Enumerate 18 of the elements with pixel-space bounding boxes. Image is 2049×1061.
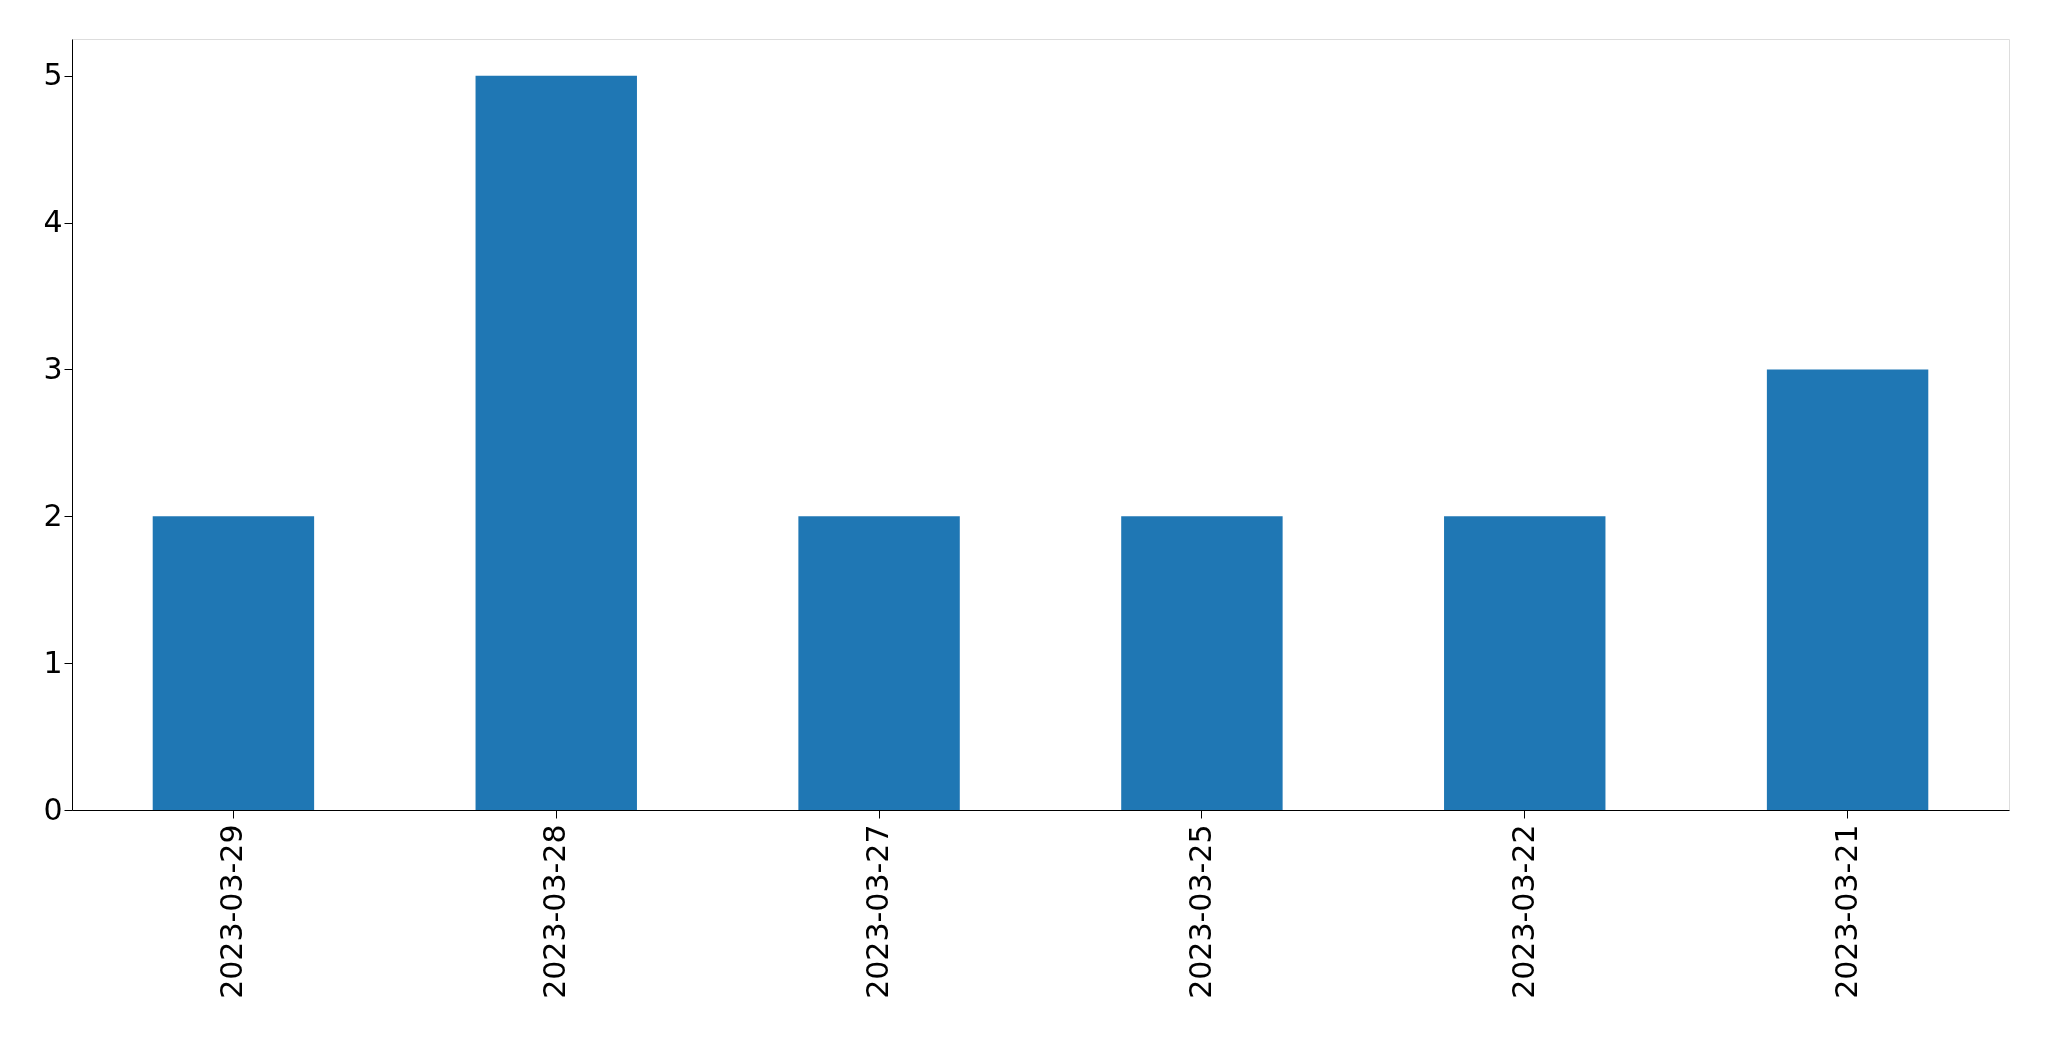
- y-tick-label: 4: [43, 204, 63, 240]
- bar: [1766, 369, 1929, 810]
- x-tick-label: 2023-03-29: [214, 824, 250, 999]
- y-tick-label: 3: [43, 350, 63, 386]
- y-tick-label: 2: [43, 497, 63, 533]
- bar: [475, 75, 637, 810]
- bar: [798, 516, 960, 810]
- bar: [1444, 516, 1606, 810]
- y-tick-label: 5: [43, 57, 63, 93]
- x-tick-label: 2023-03-22: [1505, 824, 1541, 999]
- bar: [152, 516, 315, 810]
- x-tick-label: 2023-03-25: [1182, 824, 1218, 999]
- x-tick-label: 2023-03-27: [860, 824, 896, 999]
- x-tick-label: 2023-03-21: [1828, 824, 1864, 999]
- y-tick-label: 0: [43, 791, 63, 827]
- bar: [1121, 516, 1283, 810]
- x-tick-label: 2023-03-28: [537, 824, 573, 999]
- y-tick-label: 1: [43, 644, 63, 680]
